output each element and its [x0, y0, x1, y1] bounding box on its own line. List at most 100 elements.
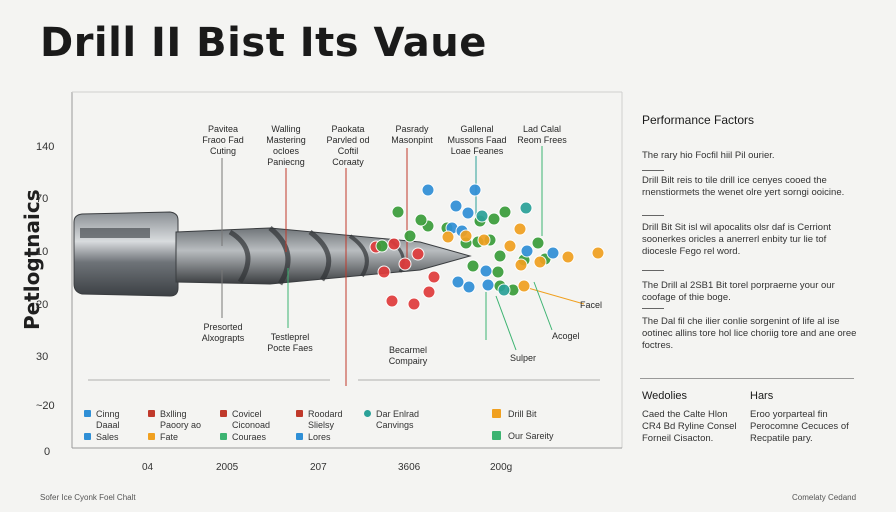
- scatter-point: [398, 257, 412, 271]
- column-heading-1: Wedolies: [642, 390, 688, 402]
- y-tick: 0: [44, 446, 51, 458]
- label-right-2: Acogel: [552, 331, 580, 341]
- y-tick: 140: [36, 141, 55, 153]
- scatter-point: [411, 247, 425, 261]
- panel-separator: [642, 170, 664, 171]
- scatter-point: [531, 236, 545, 250]
- legend-swatch: [492, 431, 501, 440]
- scatter-point: [427, 270, 441, 284]
- scatter-point: [513, 222, 527, 236]
- legend-label: Dar Enlrad Canvings: [376, 409, 420, 430]
- panel-separator: [642, 215, 664, 216]
- annotation-top-4: Pasrady Masonpint: [391, 124, 433, 145]
- legend-label: Covicel Ciconoad: [232, 409, 271, 430]
- scatter-point: [461, 206, 475, 220]
- panel-divider: [640, 378, 854, 379]
- legend-label: Fate: [160, 432, 179, 442]
- annotation-top-3: Paokata Parvled od Coftil Coraaty: [326, 124, 370, 167]
- legend-label: Roodard Slielsy: [308, 409, 343, 430]
- y-tick: 30: [36, 351, 49, 363]
- panel-separator: [642, 308, 664, 309]
- scatter-point: [407, 297, 421, 311]
- x-tick: 207: [310, 462, 327, 473]
- scatter-point: [561, 250, 575, 264]
- scatter-point: [520, 244, 534, 258]
- legend-swatch: [364, 410, 371, 417]
- scatter-point: [391, 205, 405, 219]
- legend-swatch: [296, 433, 303, 440]
- y-tick: 70: [36, 193, 49, 205]
- scatter-point: [459, 229, 473, 243]
- y-tick: ~20: [36, 400, 55, 412]
- scatter-point: [491, 265, 505, 279]
- column-text-1: Caed the Calte Hlon CR4 Bd Ryline Consel…: [642, 409, 737, 444]
- x-tick: 04: [142, 462, 154, 473]
- legend-swatch: [148, 433, 155, 440]
- panel-paragraph-5: The Dal fil che ilier conlie sorgenint o…: [642, 316, 857, 351]
- annotation-bottom-1: Presorted Alxograpts: [201, 322, 245, 343]
- legend-swatch: [296, 410, 303, 417]
- label-right-1: Facel: [580, 300, 603, 310]
- scatter-point: [514, 258, 528, 272]
- scatter-point: [475, 209, 489, 223]
- scatter-point: [403, 229, 417, 243]
- scatter-point: [414, 213, 428, 227]
- x-tick: 2005: [216, 462, 239, 473]
- scatter-point: [377, 265, 391, 279]
- scatter-point: [503, 239, 517, 253]
- scatter-point: [441, 230, 455, 244]
- scatter-point: [533, 255, 547, 269]
- column-text-2: Eroo yorparteal fin Perocomne Cecuces of…: [750, 409, 849, 444]
- legend-label: Couraes: [232, 432, 267, 442]
- legend-label: Cinng Daaal: [96, 409, 120, 430]
- x-tick: 3606: [398, 462, 421, 473]
- annotation-bottom-2: Testleprel Pocte Faes: [267, 332, 313, 353]
- scatter-point: [479, 264, 493, 278]
- legend-label: Lores: [308, 432, 331, 442]
- column-heading-2: Hars: [750, 390, 774, 402]
- legend-label: Bxlling Paoory ao: [160, 409, 202, 430]
- y-tick: 10: [36, 246, 49, 258]
- drill-bit-illustration: [73, 211, 472, 297]
- panel-paragraph-4: The Drill al 2SB1 Bit torel porpraerne y…: [642, 280, 835, 303]
- annotation-bottom-3: Becarmel Compairy: [388, 345, 428, 366]
- legend-swatch: [84, 433, 91, 440]
- scatter-point: [546, 246, 560, 260]
- panel-separator: [642, 270, 664, 271]
- scatter-point: [385, 294, 399, 308]
- scatter-point: [493, 249, 507, 263]
- panel-paragraph-1: The rary hio Focfil hiil Pil ourier.: [642, 150, 775, 161]
- scatter-point: [498, 205, 512, 219]
- scatter-point: [591, 246, 605, 260]
- footer-left: Sofer Ice Cyonk Foel Chalt: [40, 493, 136, 502]
- scatter-point: [481, 278, 495, 292]
- panel-paragraph-3: Drill Bit Sit isl wil apocalits olsr daf…: [642, 222, 831, 257]
- scatter-point: [517, 279, 531, 293]
- scatter-point: [449, 199, 463, 213]
- legend-label: Drill Bit: [508, 409, 537, 419]
- scatter-point: [462, 280, 476, 294]
- x-tick: 200g: [490, 462, 513, 473]
- scatter-point: [497, 283, 511, 297]
- legend-swatch: [492, 409, 501, 418]
- scatter-point: [387, 237, 401, 251]
- scatter-point: [421, 183, 435, 197]
- legend-swatch: [148, 410, 155, 417]
- scatter-point: [375, 239, 389, 253]
- label-right-3: Sulper: [510, 353, 537, 363]
- page-title: Drill II Bist Its Vaue: [40, 20, 487, 66]
- footer-right: Comelaty Cedand: [792, 493, 857, 502]
- scatter-point: [451, 275, 465, 289]
- y-tick: 20: [36, 299, 49, 311]
- annotation-top-2: Walling Mastering ocloes Paniecng: [266, 124, 306, 167]
- annotation-top-1: Pavitea Fraoo Fad Cuting: [202, 124, 244, 156]
- panel-title: Performance Factors: [642, 113, 755, 127]
- legend-label: Our Sareity: [508, 431, 554, 441]
- legend-swatch: [220, 433, 227, 440]
- legend-label: Sales: [96, 432, 119, 442]
- scatter-point: [422, 285, 436, 299]
- scatter-point: [477, 233, 491, 247]
- scatter-point: [487, 212, 501, 226]
- annotation-top-5: Gallenal Mussons Faad Loae Feanes: [447, 124, 507, 156]
